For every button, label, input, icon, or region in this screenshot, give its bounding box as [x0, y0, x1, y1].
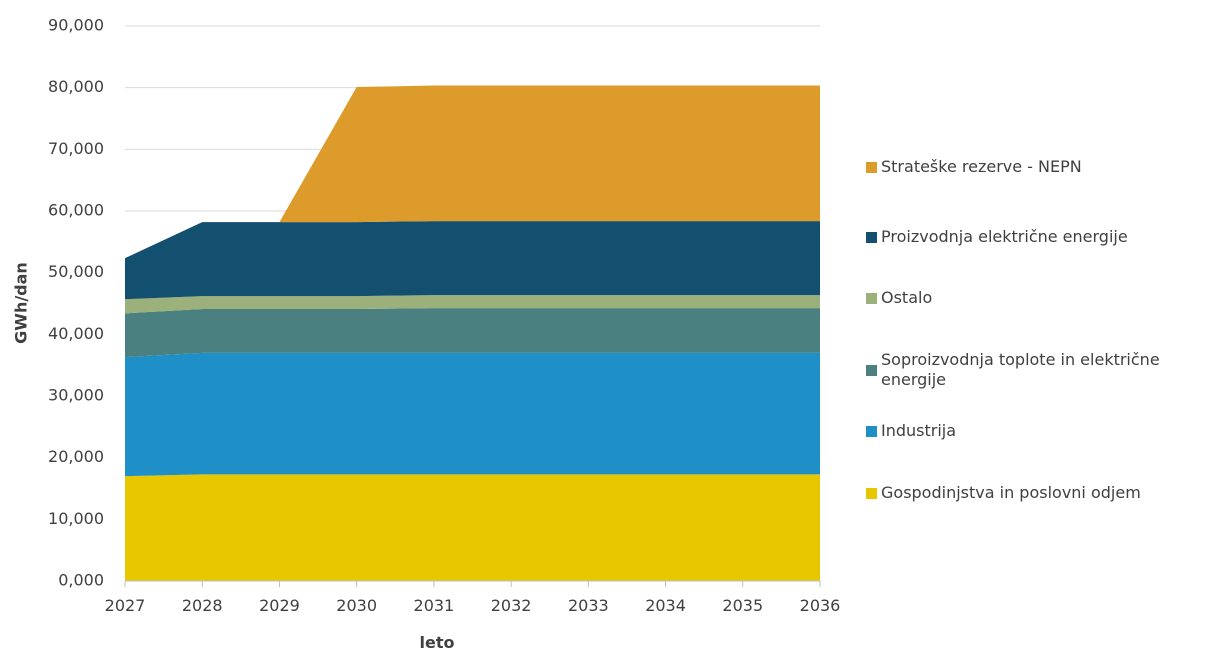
- x-tick-label: 2035: [722, 596, 763, 615]
- x-tick-label: 2029: [259, 596, 300, 615]
- y-tick-label: 40,000: [48, 324, 104, 343]
- x-tick-label: 2036: [800, 596, 841, 615]
- y-tick-label: 90,000: [48, 16, 104, 35]
- area: [125, 474, 820, 581]
- legend-swatch: [866, 161, 877, 173]
- x-tick-label: 2031: [414, 596, 455, 615]
- legend-label: Industrija: [881, 421, 957, 440]
- x-tick-label: 2028: [182, 596, 223, 615]
- legend-swatch: [866, 231, 877, 243]
- x-tick-label: 2027: [105, 596, 146, 615]
- area: [125, 295, 820, 314]
- x-tick-label: 2033: [568, 596, 609, 615]
- y-tick-label: 30,000: [48, 386, 104, 405]
- y-axis-title: GWh/dan: [12, 262, 31, 344]
- y-tick-label: 70,000: [48, 139, 104, 158]
- y-tick-label: 80,000: [48, 77, 104, 96]
- area: [125, 85, 820, 259]
- legend-swatch: [866, 487, 877, 499]
- y-tick-label: 60,000: [48, 201, 104, 220]
- legend-label: Soproizvodnja toplote in električne ener…: [881, 350, 1160, 389]
- legend-item: Ostalo: [866, 288, 1216, 308]
- legend-swatch: [866, 425, 877, 437]
- area: [125, 308, 820, 358]
- legend-item: Industrija: [866, 421, 1216, 441]
- x-tick-label: 2032: [491, 596, 532, 615]
- y-tick-label: 20,000: [48, 447, 104, 466]
- legend-item: Soproizvodnja toplote in električne ener…: [866, 350, 1216, 390]
- legend-item: Strateške rezerve - NEPN: [866, 157, 1216, 177]
- legend-item: Gospodinjstva in poslovni odjem: [866, 483, 1216, 503]
- y-tick-label: 0,000: [58, 571, 104, 590]
- legend-label: Gospodinjstva in poslovni odjem: [881, 483, 1141, 502]
- y-tick-label: 10,000: [48, 509, 104, 528]
- legend-swatch: [866, 364, 877, 376]
- x-tick-label: 2030: [336, 596, 377, 615]
- legend-label: Ostalo: [881, 288, 933, 307]
- x-tick-label: 2034: [645, 596, 686, 615]
- area: [125, 352, 820, 477]
- y-tick-label: 50,000: [48, 262, 104, 281]
- legend-item: Proizvodnja električne energije: [866, 227, 1216, 247]
- legend-label: Strateške rezerve - NEPN: [881, 157, 1082, 176]
- area: [125, 221, 820, 300]
- legend-swatch: [866, 292, 877, 304]
- x-axis-title: leto: [420, 633, 455, 652]
- legend-label: Proizvodnja električne energije: [881, 227, 1128, 246]
